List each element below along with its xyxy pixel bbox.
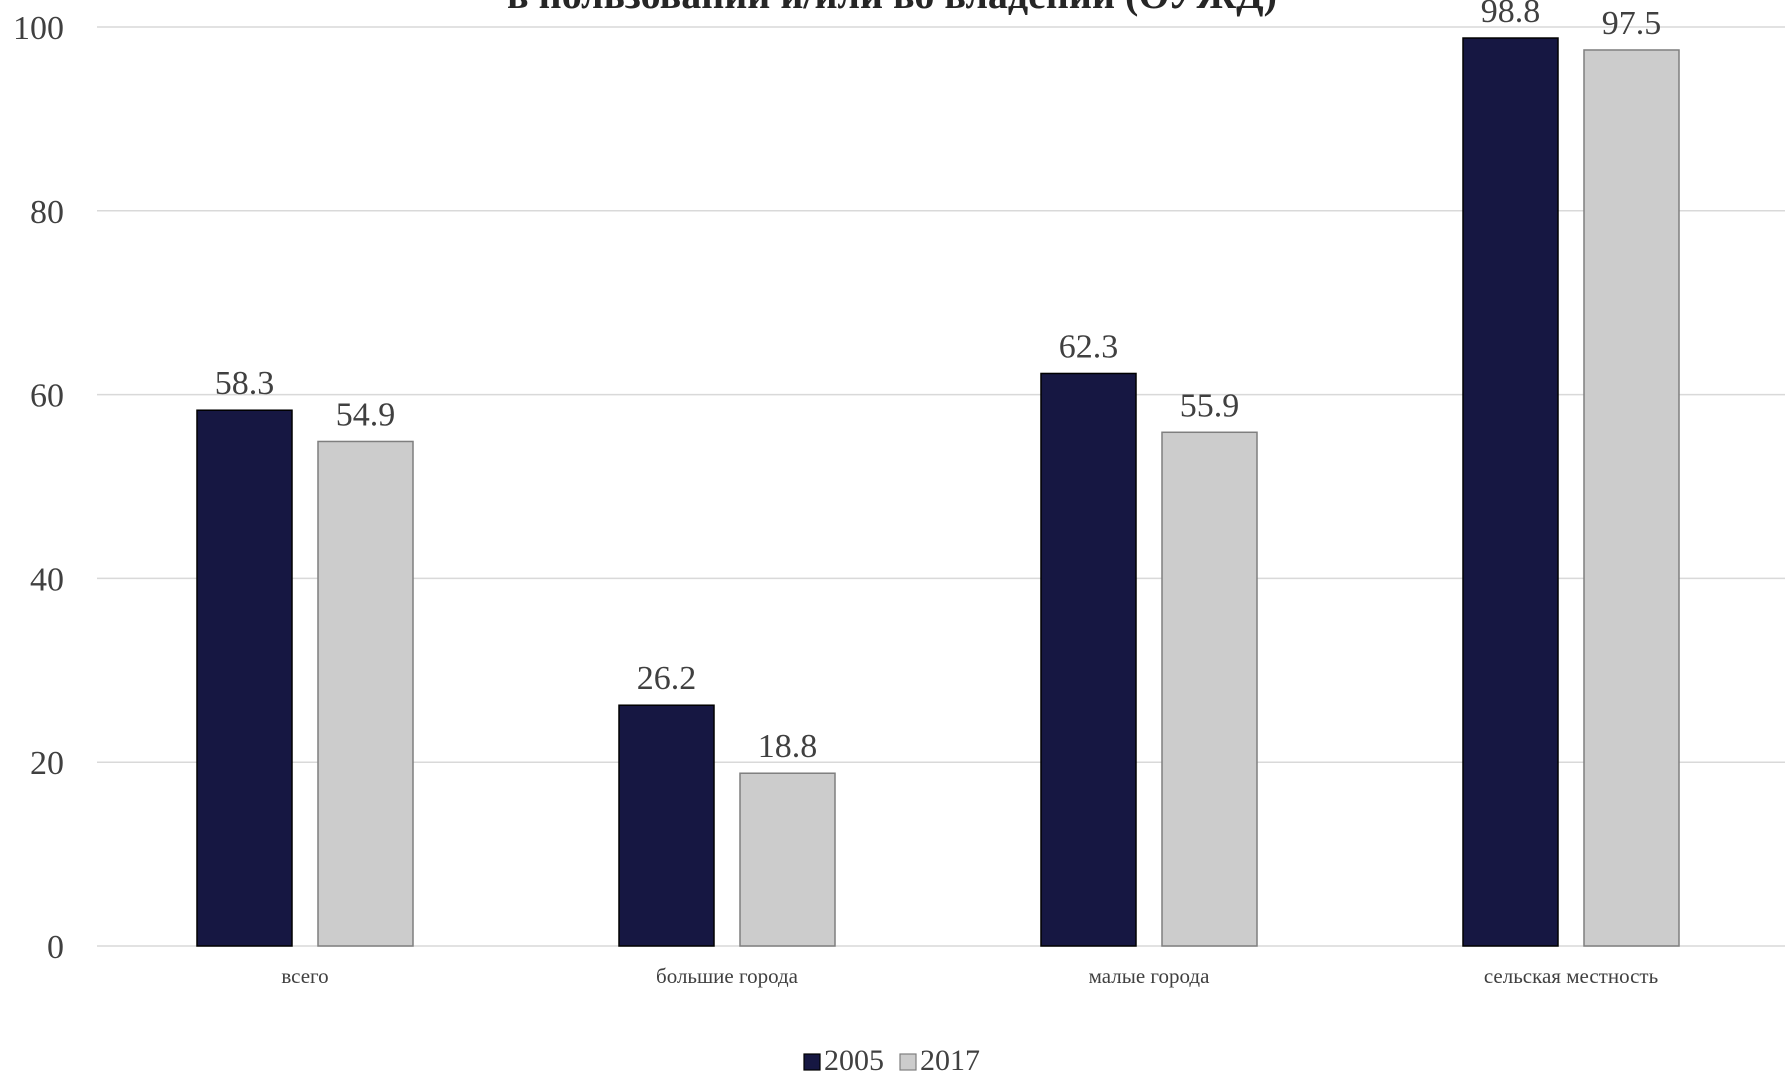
bar-2005-0 bbox=[196, 409, 293, 947]
data-label-2017-3: 97.5 bbox=[1602, 5, 1662, 42]
bar-2005-1 bbox=[618, 704, 715, 947]
y-tick-label: 100 bbox=[13, 10, 64, 47]
legend-label-2017: 2017 bbox=[920, 1044, 980, 1077]
bar-2005-2 bbox=[1040, 372, 1137, 947]
x-axis-ticks: всего большие города малые города сельская … bbox=[281, 964, 1658, 988]
legend: 2005 2017 bbox=[803, 1044, 980, 1077]
legend-swatch-2017 bbox=[899, 1053, 917, 1071]
data-labels: 58.3 54.9 26.2 18.8 62.3 55.9 98.8 97.5 bbox=[215, 0, 1662, 765]
y-tick-label: 20 bbox=[30, 745, 64, 782]
data-label-2005-2: 62.3 bbox=[1059, 328, 1119, 365]
data-label-2005-3: 98.8 bbox=[1481, 0, 1541, 30]
data-label-2017-1: 18.8 bbox=[758, 728, 818, 765]
x-tick-label: сельская местность bbox=[1484, 964, 1658, 988]
legend-label-2005: 2005 bbox=[824, 1044, 884, 1077]
data-label-2005-0: 58.3 bbox=[215, 365, 275, 402]
bar-2017-1 bbox=[739, 772, 836, 947]
x-tick-label: малые города bbox=[1089, 964, 1210, 988]
bars bbox=[196, 37, 1680, 947]
data-label-2005-1: 26.2 bbox=[637, 660, 697, 697]
chart-title: в пользовании и/или во владении (ОУЖД) bbox=[507, 0, 1277, 17]
data-label-2017-2: 55.9 bbox=[1180, 387, 1240, 424]
y-tick-label: 40 bbox=[30, 561, 64, 598]
bar-2005-3 bbox=[1462, 37, 1559, 947]
bar-2017-3 bbox=[1583, 49, 1680, 947]
bar-2017-0 bbox=[317, 440, 414, 947]
legend-swatch-2005 bbox=[803, 1053, 821, 1071]
bar-2017-2 bbox=[1161, 431, 1258, 947]
y-tick-label: 80 bbox=[30, 194, 64, 231]
x-tick-label: всего bbox=[281, 964, 328, 988]
y-axis-ticks: 0 20 40 60 80 100 bbox=[13, 10, 64, 966]
data-label-2017-0: 54.9 bbox=[336, 396, 396, 433]
x-tick-label: большие города bbox=[656, 964, 799, 988]
y-tick-label: 60 bbox=[30, 378, 64, 415]
y-tick-label: 0 bbox=[47, 929, 64, 966]
